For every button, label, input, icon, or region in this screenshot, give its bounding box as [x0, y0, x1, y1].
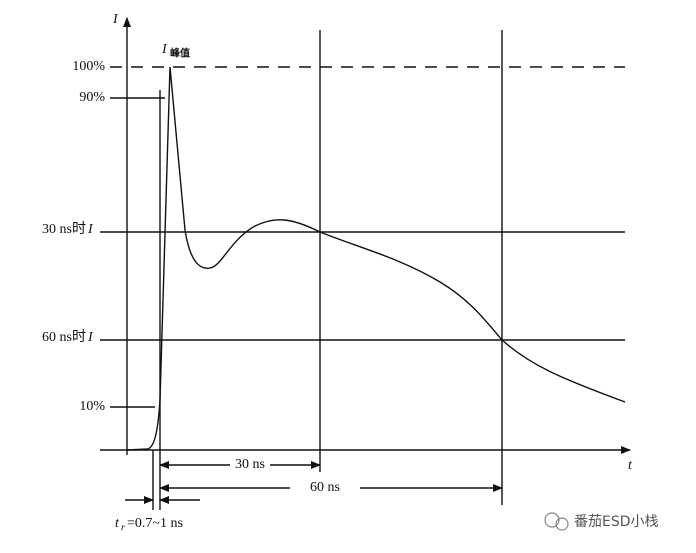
rise-label: =0.7~1 ns — [127, 516, 183, 531]
rise-label-sub: r — [121, 522, 125, 533]
interval-label: 60 ns — [310, 480, 340, 495]
level-var: I — [87, 330, 94, 345]
peak-label-sub: 峰值 — [170, 46, 190, 59]
rise-label: t — [115, 516, 120, 531]
peak-label: I — [161, 42, 168, 57]
level-label: 10% — [79, 399, 105, 414]
level-label: 30 ns时 — [42, 221, 86, 237]
watermark: 番茄ESD小栈 — [574, 513, 659, 530]
level-label: 60 ns时 — [42, 329, 86, 345]
waveform — [126, 66, 626, 451]
level-label: 90% — [79, 90, 105, 105]
watermark-icon — [544, 512, 569, 531]
level-var: I — [87, 222, 94, 237]
level-label: 100% — [72, 59, 105, 74]
y-axis-label: I — [112, 12, 119, 27]
interval-label: 30 ns — [235, 457, 265, 472]
x-axis-label: t — [628, 458, 633, 473]
